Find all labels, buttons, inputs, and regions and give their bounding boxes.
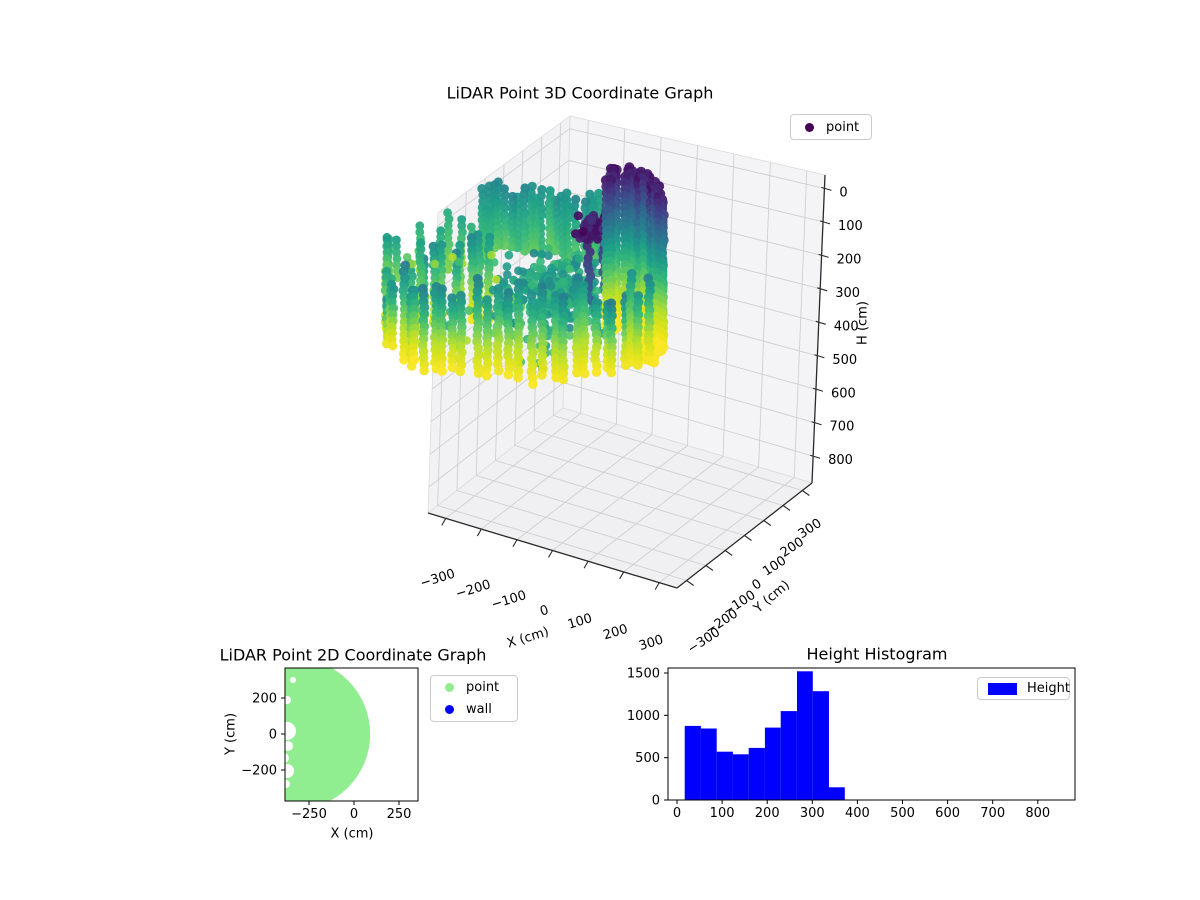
- plot3d-legend: point: [790, 114, 872, 140]
- plot2d-title: LiDAR Point 2D Coordinate Graph: [219, 645, 487, 665]
- legend-label: wall: [466, 702, 492, 717]
- hist-bar: [748, 747, 765, 800]
- plot3d-zaxis-label: H (cm): [855, 301, 871, 345]
- tick-label: 1000: [627, 709, 660, 724]
- point-marker-icon: [805, 122, 814, 132]
- legend-label: Height: [1027, 681, 1070, 696]
- hist-bar: [716, 751, 733, 800]
- plot2d-xaxis-label: X (cm): [330, 826, 374, 842]
- tick-label: 500: [890, 806, 915, 821]
- legend-entry: point: [439, 677, 509, 699]
- hist-bars: [684, 671, 845, 800]
- legend-entry: Height: [986, 679, 1070, 699]
- legend-entry: wall: [439, 699, 509, 721]
- tick-label: 600: [831, 386, 856, 401]
- tick-label: 100: [710, 806, 735, 821]
- legend-label: point: [466, 680, 500, 695]
- hist-bar: [829, 787, 845, 800]
- tick-label: 700: [980, 806, 1005, 821]
- tick-label: 200: [252, 692, 277, 707]
- tick-label: 200: [602, 622, 630, 644]
- tick-label: 500: [832, 353, 857, 368]
- histogram-title: Height Histogram: [806, 644, 948, 664]
- tick-label: 700: [830, 420, 855, 435]
- plot2d-legend: point wall: [430, 675, 518, 722]
- hist-bar: [684, 725, 701, 800]
- tick-label: 1500: [627, 666, 660, 681]
- tick-label: 300: [835, 286, 860, 301]
- tick-label: 0: [673, 806, 681, 821]
- tick-label: 800: [1025, 806, 1050, 821]
- hist-bar: [812, 691, 829, 800]
- tick-label: 200: [755, 806, 780, 821]
- tick-label: 0: [269, 728, 277, 743]
- tick-label: 800: [828, 453, 853, 468]
- hist-bar: [732, 754, 749, 800]
- tick-label: 0: [538, 603, 550, 620]
- tick-label: 100: [566, 611, 594, 633]
- point-cloud-3d: [380, 162, 669, 389]
- tick-label: −300: [418, 567, 457, 592]
- hist-bar: [764, 727, 781, 800]
- point-marker-icon: [445, 683, 454, 692]
- tick-label: −250: [291, 807, 327, 822]
- tick-label: 200: [837, 252, 862, 267]
- tick-label: 600: [935, 806, 960, 821]
- tick-label: 250: [387, 807, 412, 822]
- ticks-2d: −250 0 250 −200 0 200: [241, 692, 411, 823]
- plot2d-yaxis-label: Y (cm): [223, 712, 239, 756]
- tick-label: 0: [839, 185, 847, 200]
- legend-label: point: [826, 119, 860, 135]
- scatter-disc: [285, 668, 371, 801]
- tick-label: 500: [635, 751, 660, 766]
- histogram-frame: [667, 667, 1076, 801]
- tick-label: −200: [454, 577, 493, 602]
- tick-label: −200: [241, 764, 277, 779]
- tick-label: 400: [834, 319, 859, 334]
- height-swatch-icon: [988, 682, 1017, 695]
- tick-label: 300: [637, 632, 665, 654]
- hist-bar: [700, 728, 717, 800]
- histogram-legend: Height: [977, 677, 1070, 700]
- hist-bar: [797, 671, 813, 800]
- tick-label: −100: [490, 588, 529, 613]
- axis-spines-3d: [427, 174, 832, 590]
- plot2d: −250 0 250 −200 0 200: [241, 667, 419, 823]
- ticks-hist: 0 100 200 300 400 500 600 700 800 0 500 1000 1500: [627, 666, 1050, 821]
- tick-label: 100: [838, 219, 863, 234]
- tick-label: 400: [845, 806, 870, 821]
- legend-entry: point: [799, 116, 863, 138]
- tick-label: 0: [350, 807, 358, 822]
- point-region: [285, 668, 371, 801]
- plot3d: −300−200−100 0 100 200 300 −300−200−100010020…: [380, 115, 863, 657]
- hist-bar: [780, 711, 797, 800]
- tick-label: 0: [652, 794, 660, 809]
- plot3d-title: LiDAR Point 3D Coordinate Graph: [446, 83, 714, 103]
- wall-marker-icon: [445, 705, 454, 714]
- tick-label: 300: [800, 806, 825, 821]
